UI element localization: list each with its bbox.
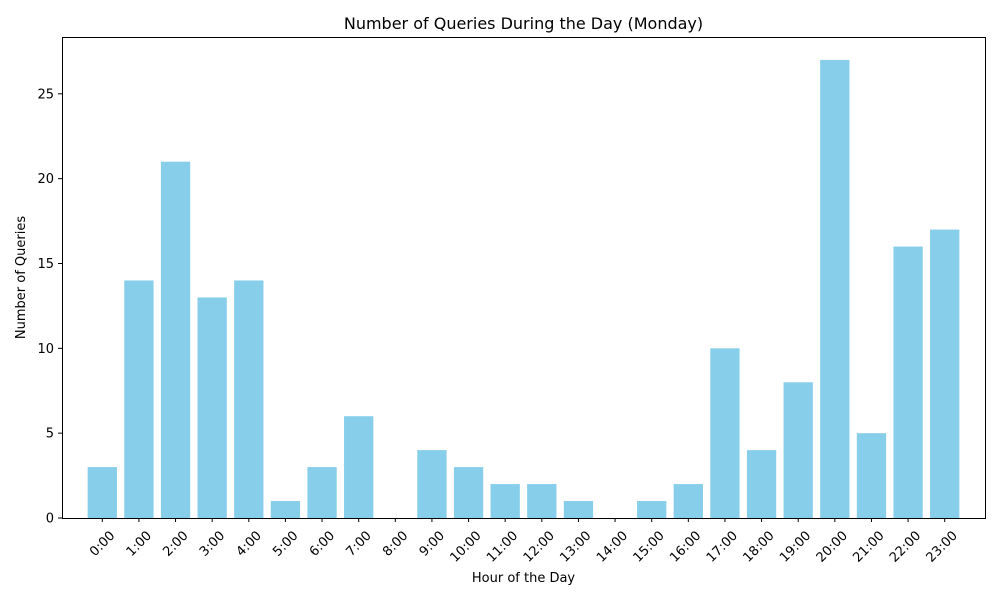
y-tick-label: 0 xyxy=(46,512,54,527)
bar-21-00 xyxy=(856,433,887,518)
bars-group xyxy=(87,59,960,519)
bar-15-00 xyxy=(637,501,667,518)
bar-13-00 xyxy=(563,501,594,518)
y-tick-label: 5 xyxy=(46,427,54,442)
bar-16-00 xyxy=(673,484,703,518)
bar-4-00 xyxy=(234,280,264,518)
bar-6-00 xyxy=(307,467,337,518)
x-axis-label: Hour of the Day xyxy=(472,571,576,586)
bar-18-00 xyxy=(746,450,777,518)
bar-23-00 xyxy=(930,229,960,518)
y-tick-label: 15 xyxy=(37,257,54,272)
bar-11-00 xyxy=(490,484,520,518)
bar-20-00 xyxy=(820,59,850,519)
bar-17-00 xyxy=(710,348,740,518)
chart-title: Number of Queries During the Day (Monday… xyxy=(344,14,703,33)
y-tick-label: 10 xyxy=(37,342,54,357)
bar-0-00 xyxy=(87,467,117,518)
bar-19-00 xyxy=(783,382,813,518)
plot-frame xyxy=(62,37,986,519)
y-tick-label: 20 xyxy=(37,172,54,187)
bar-22-00 xyxy=(893,246,923,519)
bar-10-00 xyxy=(453,467,484,518)
bar-5-00 xyxy=(270,501,301,518)
bar-2-00 xyxy=(160,161,191,518)
bar-3-00 xyxy=(197,297,227,518)
bar-9-00 xyxy=(417,450,447,518)
y-tick-label: 25 xyxy=(37,87,54,102)
bar-1-00 xyxy=(124,280,154,518)
y-axis-ticks: 0 5 10 15 20 25 xyxy=(37,87,62,527)
bar-7-00 xyxy=(344,416,374,518)
bar-12-00 xyxy=(527,484,557,518)
y-axis-label: Number of Queries xyxy=(14,216,29,339)
